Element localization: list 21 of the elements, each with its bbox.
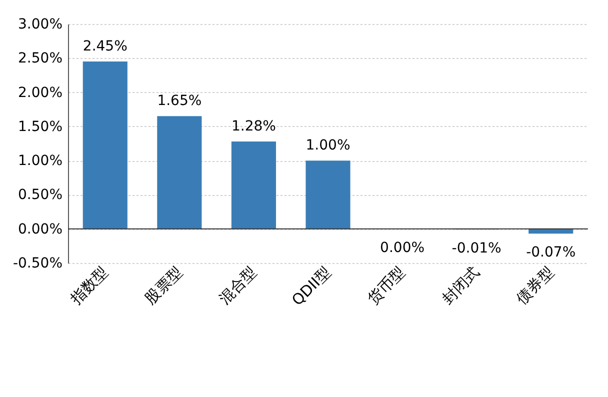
x-tick-label: 封闭式 — [438, 263, 483, 308]
data-label: 1.65% — [157, 93, 202, 110]
data-label: 0.00% — [380, 240, 425, 256]
y-tick-label: -0.50% — [12, 256, 62, 272]
y-tick-label: 0.00% — [18, 221, 62, 238]
x-tick-label: 债券型 — [512, 263, 558, 308]
y-tick-label: 0.50% — [18, 187, 62, 204]
data-label: 1.00% — [306, 138, 350, 154]
x-tick-label: 指数型 — [66, 263, 112, 308]
data-label: -0.07% — [526, 244, 576, 261]
y-tick-label: 2.00% — [18, 84, 62, 101]
x-tick-label: 混合型 — [216, 263, 260, 308]
x-tick-label: 股票型 — [141, 263, 186, 308]
y-tick-label: 1.00% — [18, 153, 62, 170]
y-tick-label: 2.50% — [18, 50, 62, 67]
data-label: -0.01% — [452, 240, 502, 257]
data-label: 2.45% — [82, 38, 128, 55]
y-tick-label: 3.00% — [18, 16, 62, 32]
y-tick-label: 1.50% — [18, 118, 62, 135]
data-label: 1.28% — [231, 118, 276, 134]
x-tick-label: 货币型 — [364, 263, 409, 308]
